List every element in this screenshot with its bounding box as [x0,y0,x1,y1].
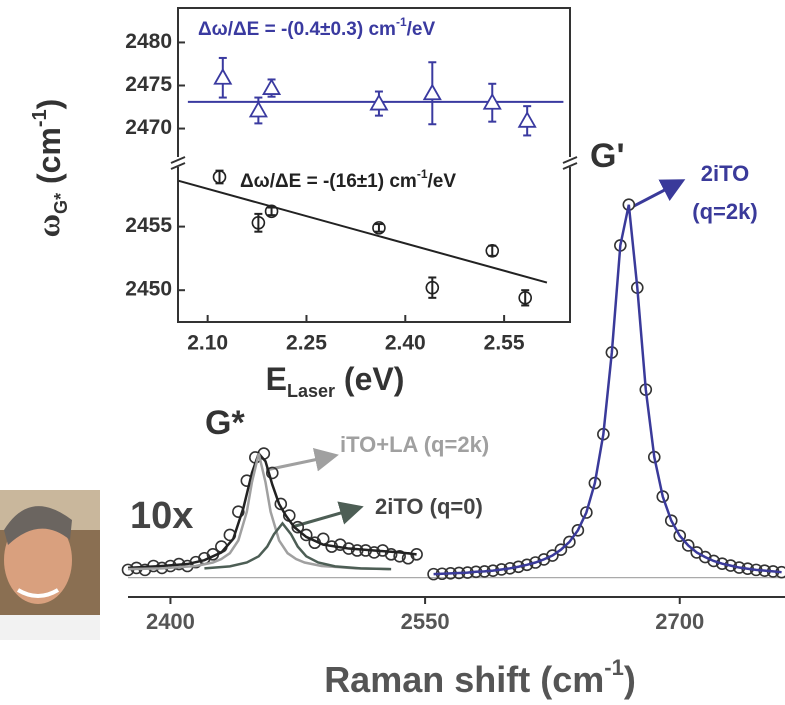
data-point [518,291,533,305]
data-point [299,528,313,542]
y-tick-label: 2475 [125,73,172,96]
annotation: (q=2k) [692,199,757,224]
inset-annotation-part: /eV [428,171,457,192]
arrow [265,447,339,472]
x-axis-label-part: Raman shift (cm [324,659,604,700]
data-point [262,78,282,95]
inset-annotation-part: Δω/ΔE = -(0.4±0.3) cm [198,19,396,40]
data-point [707,554,720,568]
x-tick-label: 2.10 [187,332,228,355]
x-tick-label: 2550 [401,609,450,634]
axis-break [564,157,576,167]
fit-line [127,453,390,571]
annotation: 2iTO [701,161,750,186]
data-point [213,67,233,85]
annotation: G* [205,404,245,442]
x-tick-label: 2700 [655,609,704,634]
arrow [633,179,686,208]
data-point [266,466,279,480]
y-axis-label-part: ) [31,99,67,110]
portrait-photo [0,490,100,640]
axis-break [562,162,578,170]
data-point [372,221,386,235]
x-axis-label-part: Laser [287,381,335,401]
fit-line [127,451,417,570]
x-tick-label: 2.40 [385,332,426,355]
data-point [291,520,305,534]
inset-annotation-part: -1 [417,167,428,181]
x-axis-label: ELaser (eV) [266,361,405,400]
inset-annotation-part: Δω/ΔE = -(16±1) cm [240,171,417,192]
data-point [546,549,559,562]
inset-annotation-part: -1 [396,15,407,29]
x-tick-label: 2400 [146,609,195,634]
inset-annotation-part: /eV [407,19,436,40]
data-point [393,549,406,563]
data-point [664,514,678,527]
y-axis-label-part: -1 [29,109,51,127]
x-axis-label: Raman shift (cm-1) [324,655,636,699]
axis-break [170,156,186,164]
data-point [673,529,687,543]
inset-frame [177,7,571,323]
x-tick-label: 2.25 [286,332,327,355]
annotation: 2iTO (q=0) [375,494,483,519]
data-point [563,535,576,549]
data-point [232,505,245,519]
axis-break [170,162,186,170]
x-axis-label-part: E [266,361,287,397]
data-point [384,548,398,561]
y-tick-label: 2455 [125,214,172,237]
annotation: iTO+LA (q=2k) [340,432,489,457]
data-point [422,83,442,101]
axis-break [562,156,578,164]
fit-line [204,521,392,571]
data-point [485,243,500,258]
data-point [367,546,381,559]
data-point [554,543,568,557]
data-point [571,524,585,537]
data-point [425,280,440,295]
data-point [251,215,266,230]
x-tick-label: 2.55 [484,332,525,355]
data-point [529,556,542,569]
data-point [517,110,537,128]
data-point [212,170,227,184]
y-axis-label-part: G* [51,193,71,214]
data-point [580,506,593,519]
y-tick-label: 2480 [125,30,172,53]
data-point [264,204,279,219]
y-tick-label: 2450 [125,278,172,301]
y-axis-label: ωG* (cm-1) [29,99,70,238]
fit-line [433,204,782,576]
y-axis-label-part: ω [30,214,66,237]
data-point [482,92,502,110]
x-axis-label-part: ) [624,659,636,700]
inset-annotation: Δω/ΔE = -(0.4±0.3) cm-1/eV [198,15,435,40]
x-axis-label-part: (eV) [335,361,404,397]
axis-break [172,157,184,167]
data-point [248,100,268,118]
annotation: 10x [130,495,193,537]
y-tick-label: 2470 [125,116,172,139]
x-axis-label-part: -1 [604,655,624,680]
annotation: G' [590,137,625,175]
y-axis-label-part: (cm [31,127,67,193]
inset-annotation: Δω/ΔE = -(16±1) cm-1/eV [240,167,456,192]
data-point [369,93,389,111]
data-point [681,539,695,552]
fit-line [178,179,548,284]
data-point [274,497,288,511]
